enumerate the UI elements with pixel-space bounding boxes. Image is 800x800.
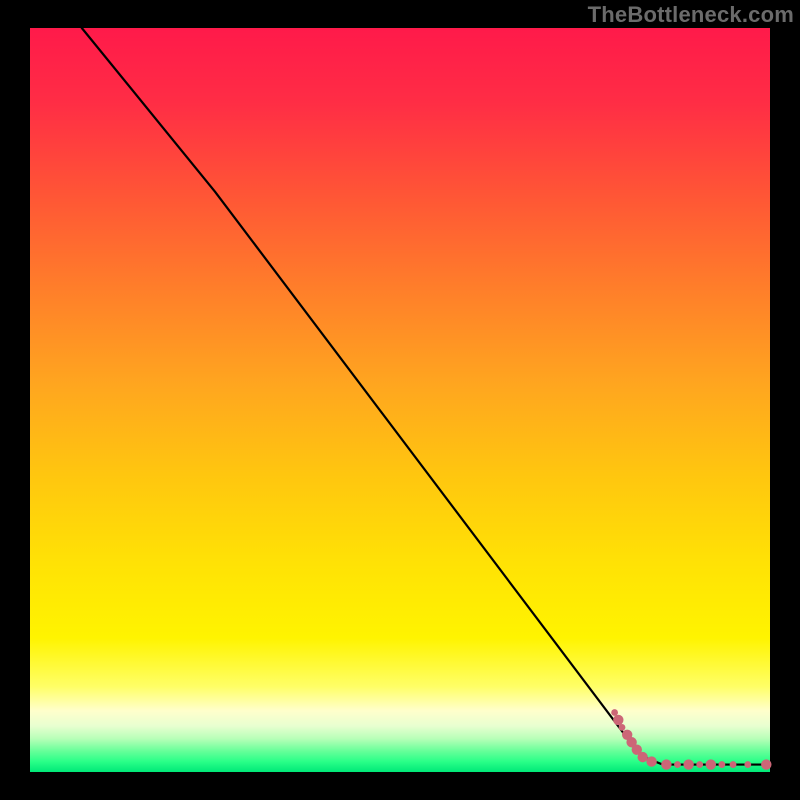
data-marker — [744, 761, 751, 768]
data-marker — [619, 724, 626, 731]
data-marker — [696, 761, 703, 768]
data-marker — [730, 761, 737, 768]
data-marker — [683, 759, 693, 769]
data-marker — [661, 759, 671, 769]
data-marker — [611, 709, 618, 716]
data-marker — [761, 759, 771, 769]
data-marker — [646, 756, 656, 766]
data-marker — [674, 761, 681, 768]
data-marker — [706, 759, 716, 769]
attribution-label: TheBottleneck.com — [588, 0, 800, 28]
data-marker — [638, 752, 648, 762]
data-marker — [613, 715, 623, 725]
chart-root: TheBottleneck.com — [0, 0, 800, 800]
data-marker — [719, 761, 726, 768]
chart-svg — [0, 0, 800, 800]
plot-background — [30, 28, 770, 772]
